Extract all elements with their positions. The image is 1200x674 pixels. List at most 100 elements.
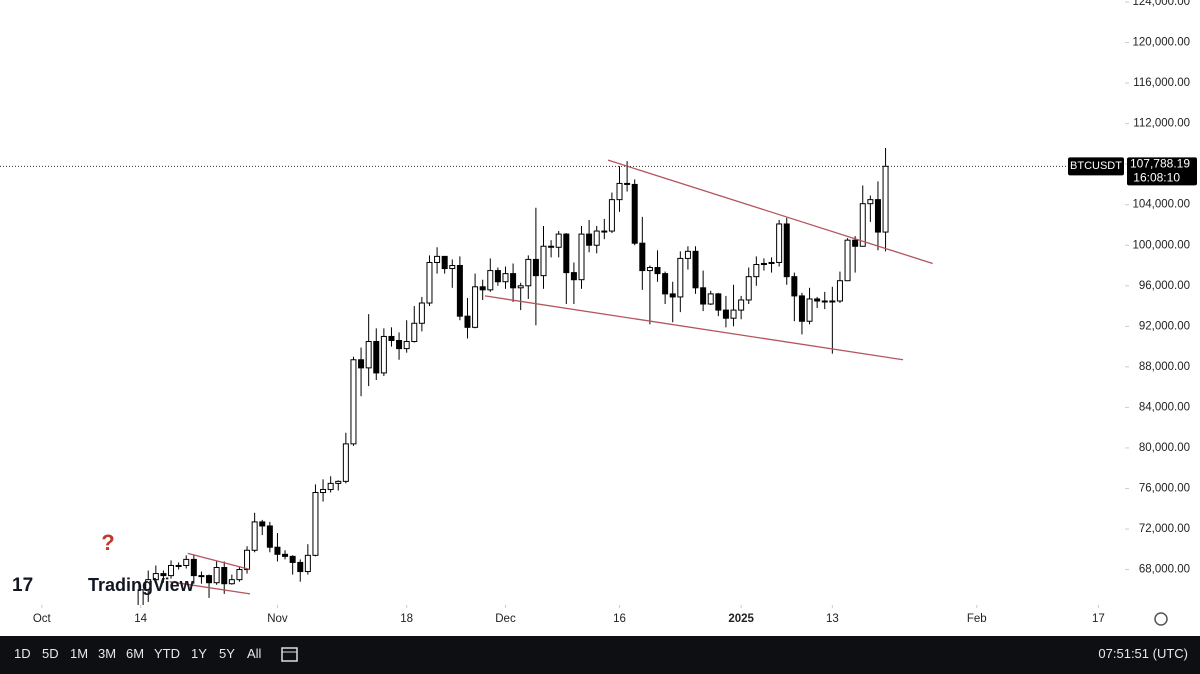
candle-body	[418, 302, 425, 324]
candle-body	[388, 335, 395, 342]
toolbar: 1D 5D 1M 3M 6M YTD 1Y 5Y All 07:51:51 (UTC)	[0, 636, 1200, 674]
range-button[interactable]: 6M	[126, 646, 145, 661]
candle-body	[350, 359, 357, 445]
candle-body	[244, 549, 251, 571]
y-tick-label: 76,000.00	[1139, 482, 1190, 494]
candle-body	[259, 521, 266, 527]
range-button[interactable]: 1M	[70, 646, 89, 661]
candle-body	[479, 286, 486, 291]
range-button[interactable]: YTD	[154, 646, 180, 661]
candle-body	[563, 233, 570, 274]
trendline	[484, 295, 904, 361]
candle-body	[684, 250, 691, 259]
candle-body	[525, 258, 532, 287]
brand: TradingView	[88, 575, 195, 595]
candle-body	[373, 341, 380, 374]
x-tick-label: Dec	[495, 613, 516, 625]
candle-body	[510, 273, 517, 289]
range-button[interactable]: All	[247, 646, 262, 661]
y-tick-label: 96,000.00	[1139, 280, 1190, 292]
candle-body	[722, 309, 729, 319]
candle-body	[198, 575, 205, 578]
settings-icon[interactable]	[1154, 612, 1168, 626]
candle-body	[662, 273, 669, 295]
range-button[interactable]: 1Y	[191, 646, 207, 661]
countdown: 16:08:10	[1133, 170, 1180, 184]
range-button[interactable]: 5D	[42, 646, 59, 661]
candle-body	[601, 230, 608, 233]
candle-body	[593, 230, 600, 246]
brand-mark: 17	[12, 575, 33, 596]
candle-body	[859, 203, 866, 247]
candle-body	[456, 265, 463, 317]
candle-body	[123, 618, 128, 626]
candle-body	[639, 242, 646, 272]
candle-body	[517, 285, 524, 289]
candle-body	[540, 245, 547, 277]
plot-area	[70, 147, 933, 630]
candle-body	[304, 554, 311, 573]
candle-body	[70, 629, 75, 630]
y-tick-label: 80,000.00	[1139, 442, 1190, 454]
candle-body	[836, 280, 843, 302]
candle-body	[266, 525, 273, 548]
calendar-icon[interactable]	[280, 644, 300, 664]
y-tick-label: 84,000.00	[1139, 401, 1190, 413]
y-tick-label: 88,000.00	[1139, 361, 1190, 373]
candle-body	[844, 239, 851, 282]
x-tick-label: 2025	[728, 613, 754, 625]
candle-body	[342, 443, 349, 482]
x-tick-label: Nov	[267, 613, 288, 625]
candle-body	[669, 293, 676, 298]
range-button[interactable]: 3M	[98, 646, 117, 661]
candle-body	[738, 299, 745, 311]
candle-body	[753, 263, 760, 278]
candle-body	[677, 257, 684, 298]
candle-body	[776, 223, 783, 263]
symbol-label: BTCUSDT	[1070, 160, 1122, 172]
candle-body	[814, 298, 821, 302]
x-tick-label: 17	[1092, 613, 1105, 625]
candle-body	[791, 276, 798, 297]
candle-body	[449, 265, 456, 270]
candle-body	[821, 300, 828, 303]
candle-body	[882, 165, 889, 233]
candle-body	[692, 250, 699, 289]
candle-body	[867, 199, 874, 205]
candle-body	[806, 298, 813, 322]
candle-body	[586, 233, 593, 246]
candle-body	[426, 261, 433, 304]
candle-body	[228, 579, 235, 585]
symbol-tag	[1068, 157, 1124, 176]
x-tick-label: 14	[134, 613, 147, 625]
candle-body	[396, 340, 403, 350]
candle-body	[327, 482, 334, 490]
candle-body	[77, 622, 82, 629]
candle-body	[646, 267, 653, 272]
candle-body	[616, 182, 623, 201]
candle-body	[365, 341, 372, 369]
x-tick-label: 13	[826, 613, 839, 625]
candle-body	[183, 558, 190, 566]
candle-body	[380, 335, 387, 374]
candle-body	[700, 287, 707, 305]
range-button[interactable]: 5Y	[219, 646, 235, 661]
candle-body	[175, 564, 182, 567]
y-tick-label: 112,000.00	[1133, 118, 1190, 130]
candle-body	[730, 309, 737, 319]
candle-body	[715, 293, 722, 311]
candle-body	[137, 589, 144, 605]
candle-body	[358, 359, 365, 369]
candle-body	[289, 555, 296, 563]
candle-body	[631, 183, 638, 244]
candle-body	[707, 293, 714, 305]
candle-body	[297, 561, 304, 573]
candle-body	[472, 286, 479, 328]
candle-body	[608, 199, 615, 232]
candle-body	[570, 272, 577, 281]
trendline	[607, 159, 933, 265]
candle-body	[532, 258, 539, 277]
candle-body	[251, 521, 258, 551]
range-button[interactable]: 1D	[14, 646, 31, 661]
candle-body	[152, 573, 159, 581]
